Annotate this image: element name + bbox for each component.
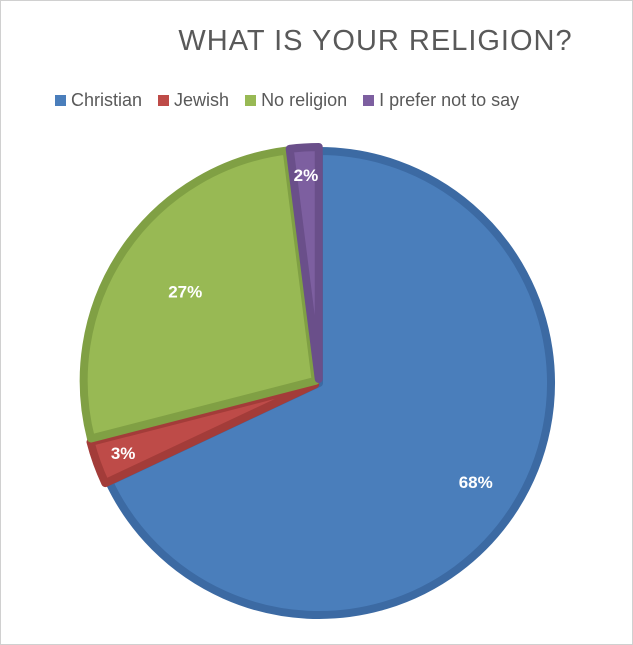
legend-label-prefer-not-to-say: I prefer not to say [379, 90, 520, 110]
data-label-christian: 68% [459, 473, 493, 492]
legend-entry-christian: Christian [55, 90, 142, 111]
legend-entry-jewish: Jewish [158, 90, 229, 111]
legend-entry-prefer-not-to-say: I prefer not to say [363, 90, 519, 111]
pie-slice-prefer-not-to-say [285, 143, 323, 384]
data-label-no-religion: 27% [168, 283, 202, 302]
legend-label-jewish: Jewish [174, 90, 230, 110]
data-label-prefer-not-to-say: 2% [294, 166, 319, 185]
legend-label-no-religion: No religion [261, 90, 348, 110]
legend: Christian Jewish No religion I prefer no… [55, 90, 535, 111]
pie-slice-no-religion [79, 146, 320, 443]
pie-slice-christian [105, 147, 555, 619]
legend-swatch-jewish [158, 95, 170, 106]
data-label-jewish: 3% [111, 444, 136, 463]
legend-swatch-christian [55, 95, 66, 106]
legend-swatch-prefer-not-to-say [363, 95, 375, 106]
legend-entry-no-religion: No religion [245, 90, 347, 111]
legend-swatch-no-religion [245, 95, 257, 106]
legend-label-christian: Christian [71, 90, 143, 110]
chart-title: WHAT IS YOUR RELIGION? [178, 25, 573, 57]
